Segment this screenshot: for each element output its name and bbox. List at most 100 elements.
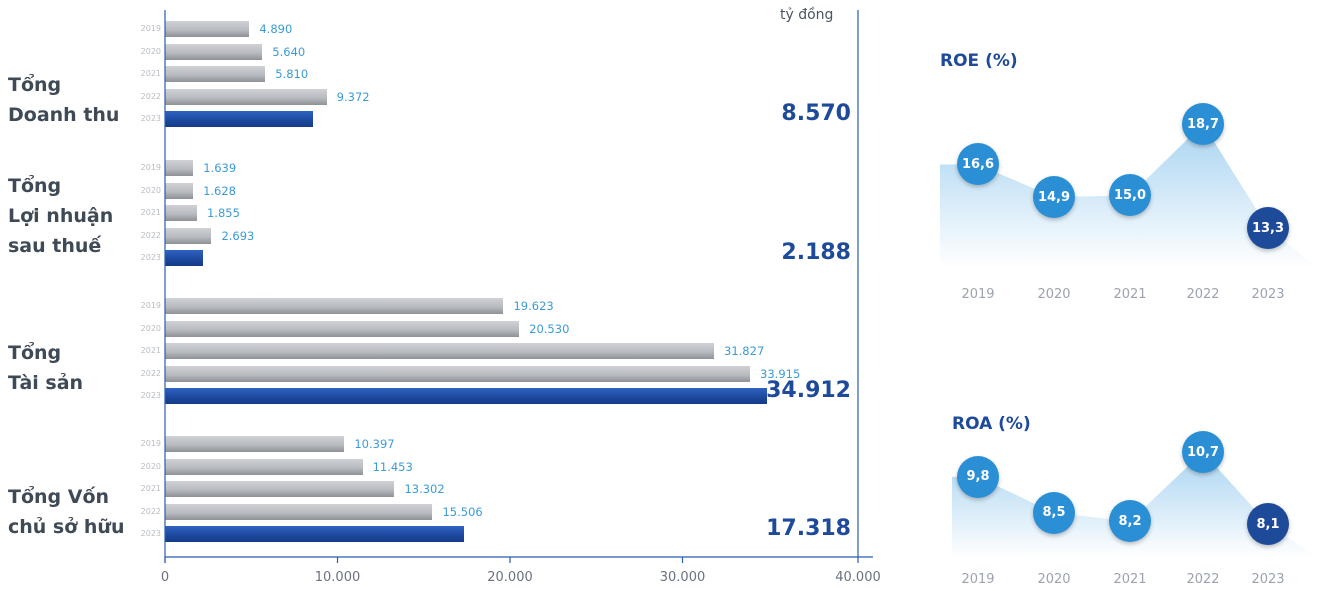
group-label-line: sau thuế bbox=[8, 235, 102, 257]
data-point: 15,0 bbox=[1109, 174, 1151, 217]
value-label: 5.810 bbox=[275, 67, 309, 81]
year-label: 2021 bbox=[140, 69, 161, 78]
x-label: 2020 bbox=[1037, 287, 1071, 302]
bar bbox=[165, 526, 464, 542]
year-label: 2019 bbox=[140, 439, 161, 448]
data-point: 18,7 bbox=[1182, 103, 1224, 145]
group-label: Tổng Vốn chủ sở hữu bbox=[8, 482, 125, 542]
bar bbox=[165, 21, 250, 37]
x-label: 2019 bbox=[961, 572, 995, 587]
x-label: 2019 bbox=[961, 287, 995, 302]
bar bbox=[165, 43, 263, 60]
data-point: 8,5 bbox=[1033, 491, 1075, 534]
bar bbox=[165, 481, 395, 497]
year-label: 2022 bbox=[140, 506, 161, 516]
year-label: 2023 bbox=[140, 114, 161, 123]
year-label: 2020 bbox=[140, 323, 161, 333]
group-label-line: Tổng Vốn bbox=[8, 486, 110, 508]
group-label: Tổng Lợi nhuận sau thuế bbox=[8, 171, 113, 261]
bar bbox=[165, 66, 266, 82]
data-point: 8,1 bbox=[1247, 503, 1289, 545]
bar bbox=[165, 388, 768, 404]
data-point: 10,7 bbox=[1182, 431, 1224, 473]
chart-title: ROA (%) bbox=[952, 414, 1031, 434]
bar bbox=[165, 250, 203, 266]
chart-title: ROE (%) bbox=[940, 51, 1018, 71]
data-point: 16,6 bbox=[957, 143, 999, 186]
data-point: 13,3 bbox=[1247, 207, 1289, 249]
data-point: 8,2 bbox=[1109, 500, 1151, 543]
group-label-line: Doanh thu bbox=[8, 104, 120, 126]
group-label-line: Tổng bbox=[8, 175, 62, 197]
group-label-line: Lợi nhuận bbox=[8, 205, 114, 227]
year-label: 2019 bbox=[140, 163, 161, 172]
value-label: 15.506 bbox=[442, 504, 483, 519]
value-label: 9.372 bbox=[336, 89, 370, 104]
value-label: 1.628 bbox=[203, 183, 237, 198]
value-label: 4.890 bbox=[259, 22, 293, 36]
bar bbox=[165, 320, 520, 337]
value-label: 11.453 bbox=[372, 459, 413, 474]
value-label: 13.302 bbox=[404, 482, 445, 496]
value-label: 1.855 bbox=[206, 206, 240, 220]
value-label: 1.639 bbox=[203, 161, 237, 175]
year-label: 2021 bbox=[140, 208, 161, 217]
bar bbox=[165, 88, 327, 105]
x-label: 2020 bbox=[1037, 572, 1071, 587]
group-label-line: Tổng bbox=[8, 342, 62, 364]
bar bbox=[165, 298, 504, 314]
x-tick-label: 0 bbox=[160, 570, 170, 585]
year-label: 2022 bbox=[140, 91, 161, 101]
year-label: 2020 bbox=[140, 461, 161, 471]
x-label: 2021 bbox=[1113, 287, 1147, 302]
value-label: 31.827 bbox=[724, 344, 765, 358]
bar bbox=[165, 160, 194, 176]
group-label-line: chủ sở hữu bbox=[8, 516, 125, 538]
value-label: 33.915 bbox=[760, 366, 801, 381]
year-label: 2021 bbox=[140, 484, 161, 493]
bar bbox=[165, 227, 212, 244]
value-label: 10.397 bbox=[354, 437, 395, 451]
value-label: 20.530 bbox=[529, 321, 570, 336]
x-label: 2021 bbox=[1113, 572, 1147, 587]
x-tick-label: 30.000 bbox=[659, 570, 706, 585]
x-label: 2023 bbox=[1251, 572, 1285, 587]
x-label: 2023 bbox=[1251, 287, 1285, 302]
bar bbox=[165, 182, 194, 199]
bar bbox=[165, 111, 313, 127]
bar bbox=[165, 436, 345, 452]
highlight-value: 8.570 bbox=[781, 101, 851, 126]
value-label: 5.640 bbox=[272, 44, 306, 59]
group-label: Tổng Tài sản bbox=[8, 338, 83, 398]
group-label-line: Tài sản bbox=[8, 372, 84, 394]
bar bbox=[165, 458, 363, 475]
year-label: 2020 bbox=[140, 185, 161, 195]
year-label: 2020 bbox=[140, 46, 161, 56]
bar bbox=[165, 503, 433, 520]
group-label-line: Tổng bbox=[8, 74, 62, 96]
x-tick-label: 40.000 bbox=[835, 570, 881, 585]
group-label: Tổng Doanh thu bbox=[8, 70, 119, 130]
bar bbox=[165, 365, 751, 382]
highlight-value: 34.912 bbox=[766, 378, 851, 403]
year-label: 2019 bbox=[140, 301, 161, 310]
x-tick-label: 20.000 bbox=[487, 570, 533, 585]
year-label: 2023 bbox=[140, 391, 161, 400]
highlight-value: 17.318 bbox=[766, 516, 851, 541]
year-label: 2023 bbox=[140, 253, 161, 262]
x-label: 2022 bbox=[1186, 572, 1220, 587]
value-label: 19.623 bbox=[513, 299, 554, 313]
x-tick-label: 10.000 bbox=[314, 570, 361, 585]
year-label: 2022 bbox=[140, 368, 161, 378]
year-label: 2019 bbox=[140, 24, 161, 33]
year-label: 2022 bbox=[140, 230, 161, 240]
unit-label: tỷ đồng bbox=[780, 7, 834, 23]
year-label: 2021 bbox=[140, 346, 161, 355]
value-label: 2.693 bbox=[221, 228, 255, 243]
data-point: 9,8 bbox=[957, 455, 999, 498]
highlight-value: 2.188 bbox=[781, 240, 851, 265]
bar bbox=[165, 343, 715, 359]
year-label: 2023 bbox=[140, 529, 161, 538]
data-point: 14,9 bbox=[1033, 176, 1075, 219]
